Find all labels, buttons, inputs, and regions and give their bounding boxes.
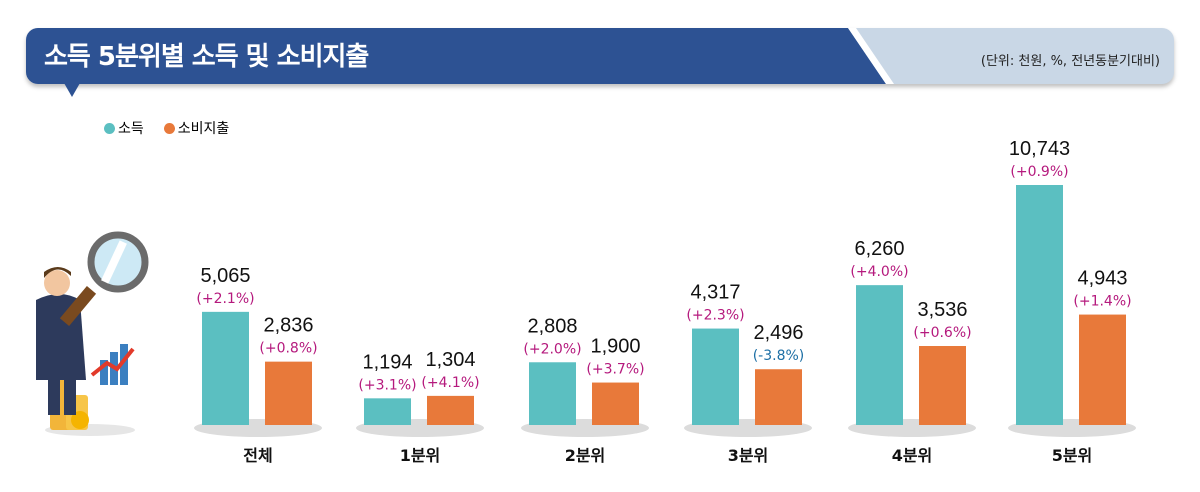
value-label: 1,194 xyxy=(362,351,412,373)
unit-note: (단위: 천원, %, 전년동분기대비) xyxy=(980,54,1160,69)
change-label: (-3.8%) xyxy=(753,348,805,364)
income-bar xyxy=(529,362,576,425)
expense-bar xyxy=(919,346,966,425)
value-label: 2,808 xyxy=(527,315,577,337)
legend-expense-label: 소비지출 xyxy=(177,121,230,137)
change-label: (+2.3%) xyxy=(686,308,744,324)
legend-income-label: 소득 xyxy=(118,121,144,137)
income-bar xyxy=(202,311,249,425)
income-bar xyxy=(692,328,739,425)
legend-income: 소득 xyxy=(104,118,144,138)
businessman-illustration xyxy=(36,231,149,436)
change-label: (+3.7%) xyxy=(586,362,644,378)
value-label: 4,943 xyxy=(1077,268,1127,290)
title-banner xyxy=(26,28,1174,84)
expense-bar xyxy=(427,395,474,425)
change-label: (+0.9%) xyxy=(1010,164,1068,180)
category-label: 2분위 xyxy=(565,446,606,465)
category-label: 1분위 xyxy=(400,446,441,465)
legend-expense: 소비지출 xyxy=(163,118,230,138)
expense-bar xyxy=(755,369,802,425)
value-label: 6,260 xyxy=(854,238,904,260)
value-label: 10,743 xyxy=(1009,138,1070,160)
chart-title: 소득 5분위별 소득 및 소비지출 xyxy=(44,42,369,72)
category-label: 전체 xyxy=(243,446,272,465)
income-bar xyxy=(364,398,411,425)
change-label: (+4.1%) xyxy=(421,375,479,391)
change-label: (+1.4%) xyxy=(1073,294,1131,310)
category-label: 5분위 xyxy=(1052,446,1093,465)
value-label: 3,536 xyxy=(917,299,967,321)
legend: 소득 소비지출 xyxy=(104,118,229,138)
change-label: (+2.1%) xyxy=(196,291,254,307)
change-label: (+3.1%) xyxy=(358,377,416,393)
expense-bar xyxy=(1079,314,1126,425)
value-label: 4,317 xyxy=(690,282,740,304)
banner-tail xyxy=(64,83,80,97)
change-label: (+0.6%) xyxy=(913,325,971,341)
legend-expense-dot xyxy=(163,122,175,134)
value-label: 2,836 xyxy=(263,315,313,337)
change-label: (+4.0%) xyxy=(850,264,908,280)
value-label: 5,065 xyxy=(200,265,250,287)
income-bar xyxy=(1016,185,1063,425)
change-label: (+2.0%) xyxy=(523,341,581,357)
value-label: 1,900 xyxy=(590,336,640,358)
category-label: 3분위 xyxy=(728,446,769,465)
income-bar xyxy=(856,285,903,425)
expense-bar xyxy=(265,361,312,425)
category-label: 4분위 xyxy=(892,446,933,465)
legend-income-dot xyxy=(104,122,115,134)
value-label: 2,496 xyxy=(753,322,803,344)
value-label: 1,304 xyxy=(425,349,475,371)
expense-bar xyxy=(592,382,639,425)
change-label: (+0.8%) xyxy=(259,341,317,357)
